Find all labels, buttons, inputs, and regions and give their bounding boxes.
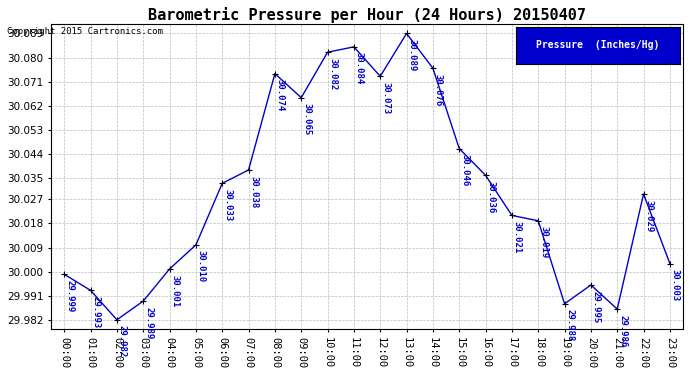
Text: Copyright 2015 Cartronics.com: Copyright 2015 Cartronics.com (7, 27, 163, 36)
Text: 30.003: 30.003 (671, 269, 680, 302)
Text: 30.038: 30.038 (250, 176, 259, 208)
Text: 30.036: 30.036 (486, 181, 495, 213)
Text: 29.982: 29.982 (118, 326, 127, 358)
Text: 29.993: 29.993 (92, 296, 101, 328)
Text: 30.021: 30.021 (513, 221, 522, 253)
Text: 30.010: 30.010 (197, 251, 206, 283)
Text: 30.073: 30.073 (382, 82, 391, 114)
Text: 30.065: 30.065 (302, 103, 311, 135)
Text: 30.076: 30.076 (434, 74, 443, 106)
Text: 29.986: 29.986 (618, 315, 627, 347)
Text: 30.082: 30.082 (328, 58, 337, 90)
Text: 30.019: 30.019 (540, 226, 549, 259)
Title: Barometric Pressure per Hour (24 Hours) 20150407: Barometric Pressure per Hour (24 Hours) … (148, 7, 586, 23)
Text: 30.089: 30.089 (408, 39, 417, 71)
Text: 29.999: 29.999 (66, 280, 75, 312)
Text: 30.084: 30.084 (355, 53, 364, 85)
Text: 30.001: 30.001 (170, 274, 179, 307)
Text: 30.074: 30.074 (276, 79, 285, 111)
Text: 30.033: 30.033 (224, 189, 233, 221)
Text: 30.029: 30.029 (644, 200, 653, 232)
Text: 29.988: 29.988 (566, 309, 575, 342)
Text: 30.046: 30.046 (460, 154, 469, 186)
Text: 29.995: 29.995 (592, 291, 601, 323)
Text: 29.989: 29.989 (144, 307, 153, 339)
